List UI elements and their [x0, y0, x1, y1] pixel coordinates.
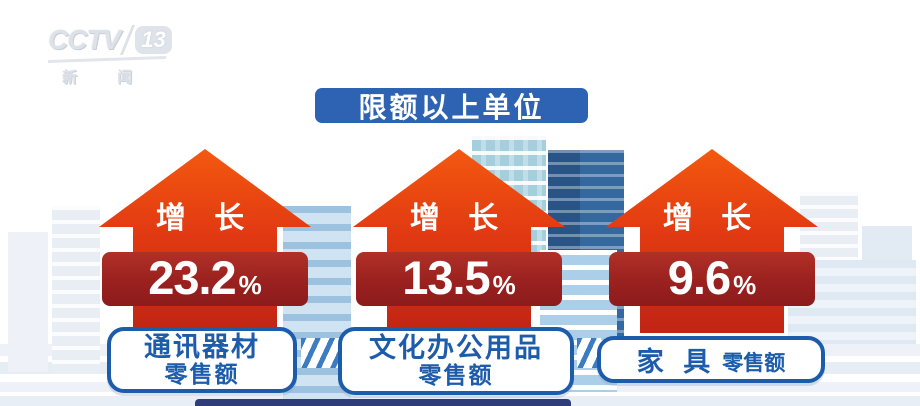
percent-sign: %: [492, 270, 516, 300]
growth-group-office: 增 长 13.5 %: [351, 147, 567, 333]
growth-label: 增 长: [662, 202, 762, 235]
growth-value: 23.2: [148, 251, 236, 304]
value-box: 13.5 %: [356, 252, 562, 306]
category-box-furniture: 家 具 零售额: [597, 336, 825, 383]
growth-group-furniture: 增 长 9.6 %: [604, 147, 820, 333]
growth-value: 13.5: [402, 251, 490, 304]
category-box-office: 文化办公用品 零售额: [338, 327, 574, 395]
diagonal-stripes-decoration: [301, 338, 344, 368]
channel-number-badge: 13: [135, 26, 172, 54]
category-subname: 零售额: [418, 362, 494, 388]
growth-value: 9.6: [667, 251, 731, 304]
growth-label: 增 长: [155, 202, 255, 235]
category-box-comms: 通讯器材 零售额: [107, 327, 297, 393]
building-silhouette: [8, 232, 48, 372]
category-name: 家 具: [636, 347, 717, 377]
growth-group-comms: 增 长 23.2 %: [97, 147, 313, 333]
growth-label: 增 长: [409, 202, 509, 235]
logo-underline: [47, 55, 167, 64]
channel-logo-row: CCTV 13: [48, 24, 198, 56]
percent-sign: %: [238, 270, 262, 300]
lower-banner-edge: [195, 399, 571, 406]
value-box: 9.6 %: [609, 252, 815, 306]
category-subname: 零售额: [164, 361, 240, 387]
cctv-logo-text: CCTV: [48, 24, 121, 55]
value-box: 23.2 %: [102, 252, 308, 306]
channel-logo: CCTV 13 新 闻: [47, 24, 198, 87]
channel-subtitle: 新 闻: [62, 69, 151, 86]
category-name: 文化办公用品: [369, 333, 543, 363]
category-subname: 零售额: [722, 351, 786, 375]
percent-sign: %: [733, 270, 757, 300]
category-name: 通讯器材: [144, 332, 260, 362]
building-silhouette: [52, 206, 100, 374]
logo-slash-icon: [120, 25, 136, 55]
title-banner: 限额以上单位: [315, 88, 588, 123]
